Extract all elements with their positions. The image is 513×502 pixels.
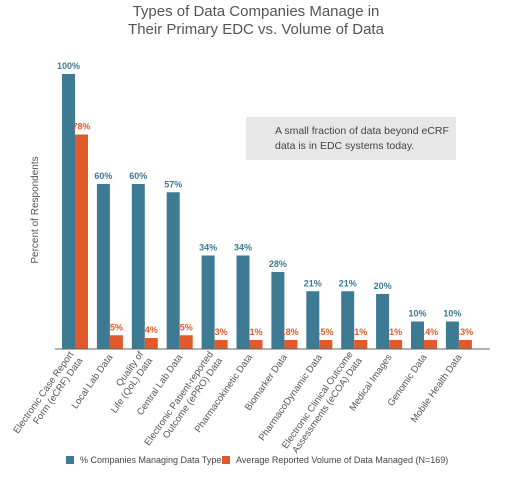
data-label-companies-11: 10% <box>443 309 461 319</box>
y-axis-label: Percent of Respondents <box>30 156 41 263</box>
bar-volume-10 <box>424 340 437 349</box>
data-label-volume-1: 5% <box>110 322 123 332</box>
bar-companies-4 <box>201 255 215 349</box>
bar-volume-4 <box>214 340 228 349</box>
data-label-volume-8: 1% <box>354 327 367 337</box>
data-label-companies-0: 100% <box>57 61 80 71</box>
data-label-volume-10: .4% <box>423 327 439 337</box>
bar-companies-3 <box>166 192 180 349</box>
bar-companies-2 <box>131 184 145 349</box>
bar-volume-9 <box>389 340 403 349</box>
data-label-volume-3: 5% <box>180 322 193 332</box>
legend-label-series-2: Average Reported Volume of Data Managed … <box>236 455 448 465</box>
chart-title-line1: Types of Data Companies Manage in <box>133 3 380 20</box>
data-label-companies-9: 20% <box>374 281 392 291</box>
bar-companies-6 <box>271 272 285 349</box>
legend-label-series-1: % Companies Managing Data Type <box>80 455 221 465</box>
bar-volume-11 <box>458 340 472 349</box>
data-label-companies-4: 34% <box>199 243 217 253</box>
bar-volume-7 <box>319 340 333 349</box>
x-tick-label-0: Electronic Case ReportForm (eCRF) Data <box>11 349 85 442</box>
bar-volume-1 <box>109 335 123 349</box>
x-tick-labels: Electronic Case ReportForm (eCRF) DataLo… <box>11 349 464 455</box>
bar-companies-10 <box>411 321 424 349</box>
data-label-volume-6: .8% <box>283 327 299 337</box>
bar-volume-5 <box>249 340 263 349</box>
bar-volume-0 <box>75 134 88 349</box>
bar-companies-5 <box>236 255 250 349</box>
annotation-box: A small fraction of data beyond eCRF dat… <box>246 117 456 160</box>
data-label-volume-9: 1% <box>389 327 402 337</box>
legend: % Companies Managing Data Type Average R… <box>66 455 448 465</box>
bar-companies-0 <box>62 74 75 349</box>
bar-companies-11 <box>445 321 459 349</box>
data-label-volume-4: 3% <box>215 327 228 337</box>
data-label-companies-6: 28% <box>269 259 287 269</box>
bar-companies-7 <box>306 291 320 349</box>
bars-group: 100% 78% 60% 5% 60% 4% 57% 5% 34% 3% 34% 1% 28% .8% 21… <box>57 61 473 349</box>
data-label-volume-7: .5% <box>318 327 334 337</box>
chart-title-line2: Their Primary EDC vs. Volume of Data <box>128 21 385 38</box>
data-label-companies-2: 60% <box>129 171 147 181</box>
bar-companies-1 <box>96 184 110 349</box>
data-label-volume-11: .3% <box>458 327 474 337</box>
legend-swatch-series-2 <box>222 456 230 464</box>
annotation-line-1: A small fraction of data beyond eCRF <box>275 125 449 137</box>
bar-volume-3 <box>179 335 193 349</box>
bar-volume-2 <box>144 338 158 349</box>
bar-companies-9 <box>376 294 390 349</box>
annotation-line-2: data is in EDC systems today. <box>275 140 414 152</box>
bar-companies-8 <box>341 291 355 349</box>
data-label-companies-1: 60% <box>94 171 112 181</box>
data-label-companies-3: 57% <box>164 179 182 189</box>
data-label-volume-0: 78% <box>72 122 90 132</box>
data-label-volume-2: 4% <box>145 325 158 335</box>
data-label-companies-7: 21% <box>304 278 322 288</box>
bar-volume-8 <box>354 340 368 349</box>
data-label-companies-10: 10% <box>408 309 426 319</box>
data-label-volume-5: 1% <box>249 327 262 337</box>
data-label-companies-5: 34% <box>234 243 252 253</box>
data-label-companies-8: 21% <box>339 278 357 288</box>
legend-swatch-series-1 <box>66 456 74 464</box>
bar-volume-6 <box>284 340 298 349</box>
